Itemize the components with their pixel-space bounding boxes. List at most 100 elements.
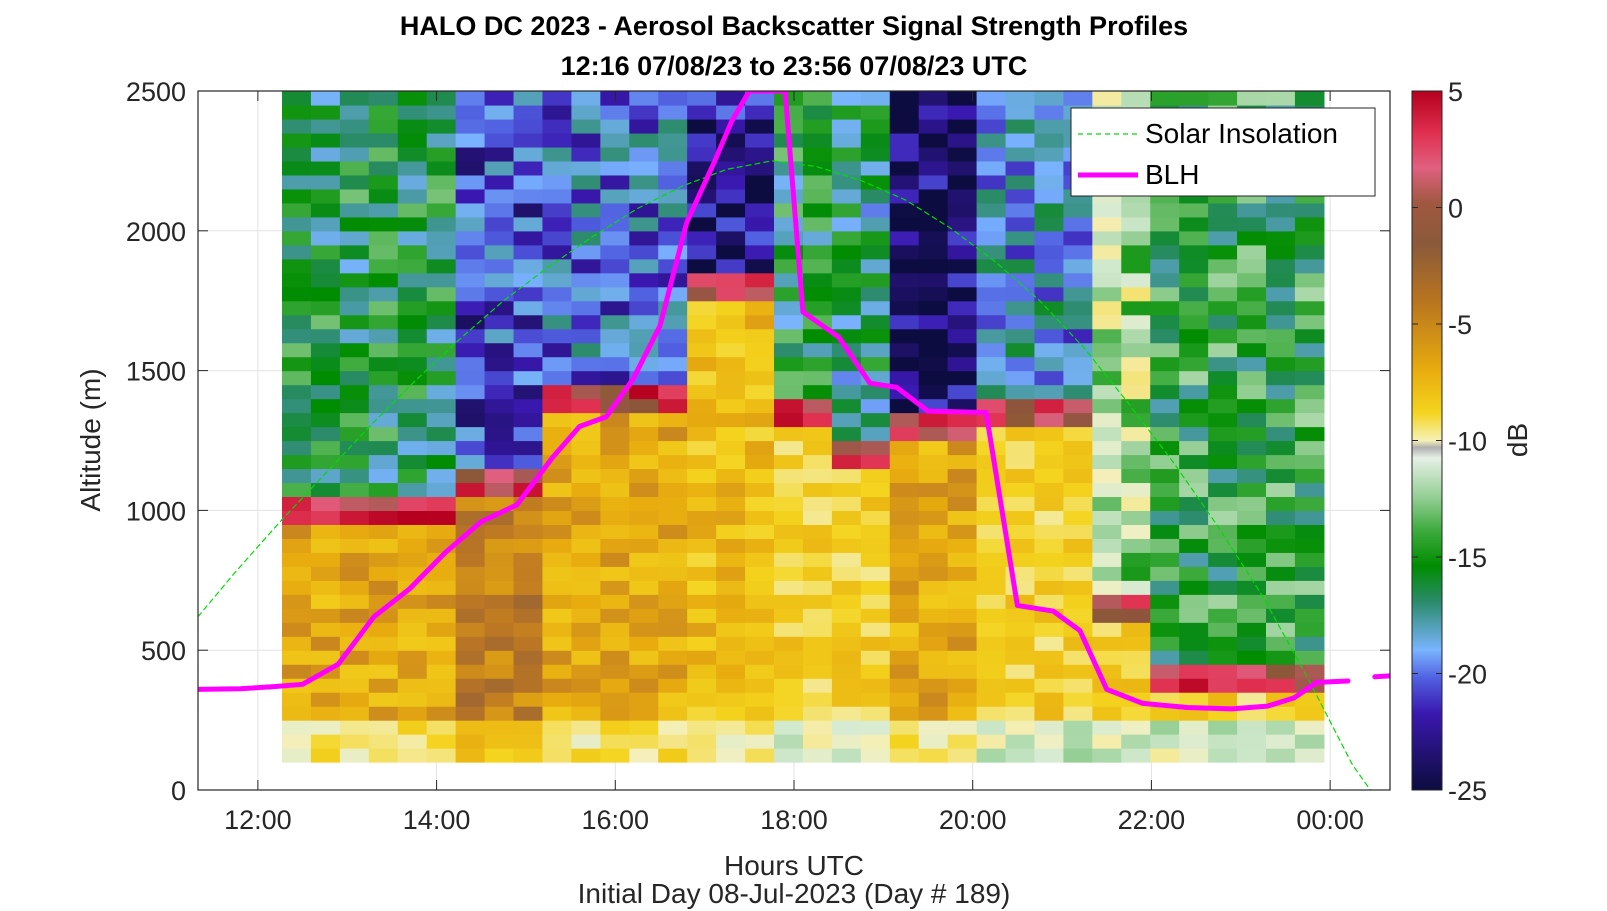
heatmap-cell (860, 258, 891, 274)
heatmap-cell (976, 160, 1007, 176)
heatmap-cell (658, 496, 688, 511)
heatmap-cell (1034, 678, 1065, 693)
heatmap-cell (426, 300, 457, 316)
heatmap-cell (1034, 328, 1065, 344)
heatmap-cell (687, 706, 717, 721)
heatmap-cell (773, 594, 804, 609)
heatmap-cell (889, 650, 920, 665)
heatmap-cell (397, 594, 428, 609)
heatmap-cell (1034, 146, 1065, 162)
heatmap-cell (658, 342, 688, 358)
heatmap-cell (716, 552, 746, 567)
heatmap-cell (947, 468, 978, 484)
heatmap-cell (658, 216, 688, 232)
heatmap-cell (860, 664, 891, 679)
heatmap-cell (947, 188, 978, 204)
heatmap-cell (455, 202, 486, 218)
heatmap-cell (426, 356, 457, 372)
y-tick-label: 500 (141, 636, 186, 666)
heatmap-cell (1092, 216, 1122, 232)
heatmap-cell (281, 174, 312, 190)
heatmap-cell (889, 300, 920, 316)
heatmap-cell (368, 118, 399, 134)
heatmap-cell (513, 692, 544, 707)
heatmap-cell (773, 566, 804, 581)
heatmap-cell (600, 720, 630, 735)
heatmap-cell (310, 608, 341, 623)
heatmap-cell (1121, 594, 1151, 609)
heatmap-cell (513, 286, 544, 302)
heatmap-cell (889, 510, 920, 525)
heatmap-cell (1179, 524, 1209, 539)
heatmap-cell (426, 678, 457, 693)
heatmap-cell (1150, 202, 1180, 218)
heatmap-cell (571, 594, 601, 609)
heatmap-cell (831, 748, 862, 763)
heatmap-cell (687, 496, 717, 511)
heatmap-cell (802, 160, 833, 176)
heatmap-cell (745, 160, 775, 176)
heatmap-cell (484, 706, 515, 721)
heatmap-cell (571, 650, 601, 665)
heatmap-cell (368, 286, 399, 302)
heatmap-cell (542, 258, 573, 274)
heatmap-cell (397, 258, 428, 274)
heatmap-cell (918, 510, 949, 525)
heatmap-cell (716, 482, 746, 498)
heatmap-cell (484, 146, 515, 162)
heatmap-cell (947, 608, 978, 623)
heatmap-cell (773, 748, 804, 763)
heatmap-cell (1208, 468, 1238, 484)
heatmap-cell (976, 384, 1007, 400)
heatmap-cell (484, 300, 515, 316)
heatmap-cell (860, 594, 891, 609)
heatmap-cell (1265, 594, 1296, 609)
heatmap-cell (889, 622, 920, 637)
heatmap-cell (397, 244, 428, 260)
heatmap-cell (455, 566, 486, 581)
heatmap-cell (773, 314, 804, 330)
heatmap-cell (542, 664, 573, 679)
heatmap-cell (1179, 580, 1209, 595)
heatmap-cell (947, 454, 978, 470)
heatmap-cell (1005, 174, 1036, 190)
heatmap-cell (281, 580, 312, 595)
colorbar-tick-label: -15 (1448, 543, 1487, 573)
heatmap-cell (918, 468, 949, 484)
heatmap-cell (542, 678, 573, 693)
heatmap-cell (1005, 650, 1036, 665)
heatmap-cell (600, 328, 630, 344)
heatmap-cell (918, 692, 949, 707)
heatmap-cell (310, 342, 341, 358)
heatmap-cell (484, 398, 515, 414)
heatmap-cell (658, 202, 688, 218)
heatmap-cell (542, 202, 573, 218)
heatmap-cell (1265, 748, 1296, 763)
heatmap-cell (773, 720, 804, 735)
heatmap-cell (745, 622, 775, 637)
heatmap-cell (976, 272, 1007, 288)
heatmap-cell (947, 552, 978, 567)
heatmap-cell (600, 734, 630, 749)
heatmap-cell (426, 272, 457, 288)
heatmap-cell (1237, 286, 1267, 302)
heatmap-cell (976, 342, 1007, 358)
heatmap-cell (658, 510, 688, 525)
heatmap-cell (542, 230, 573, 246)
heatmap-cell (1063, 748, 1093, 763)
y-tick-label: 2500 (126, 77, 186, 107)
heatmap-cell (571, 188, 601, 204)
heatmap-cell (1237, 594, 1267, 609)
heatmap-cell (571, 370, 601, 386)
heatmap-cell (745, 146, 775, 162)
heatmap-cell (1121, 622, 1151, 637)
heatmap-cell (976, 608, 1007, 623)
heatmap-cell (1265, 384, 1296, 400)
x-tick-label: 00:00 (1296, 805, 1364, 835)
heatmap-cell (339, 398, 370, 414)
heatmap-cell (426, 734, 457, 749)
heatmap-cell (310, 650, 341, 665)
heatmap-cell (1005, 538, 1036, 553)
heatmap-cell (339, 720, 370, 735)
heatmap-cell (571, 482, 601, 498)
